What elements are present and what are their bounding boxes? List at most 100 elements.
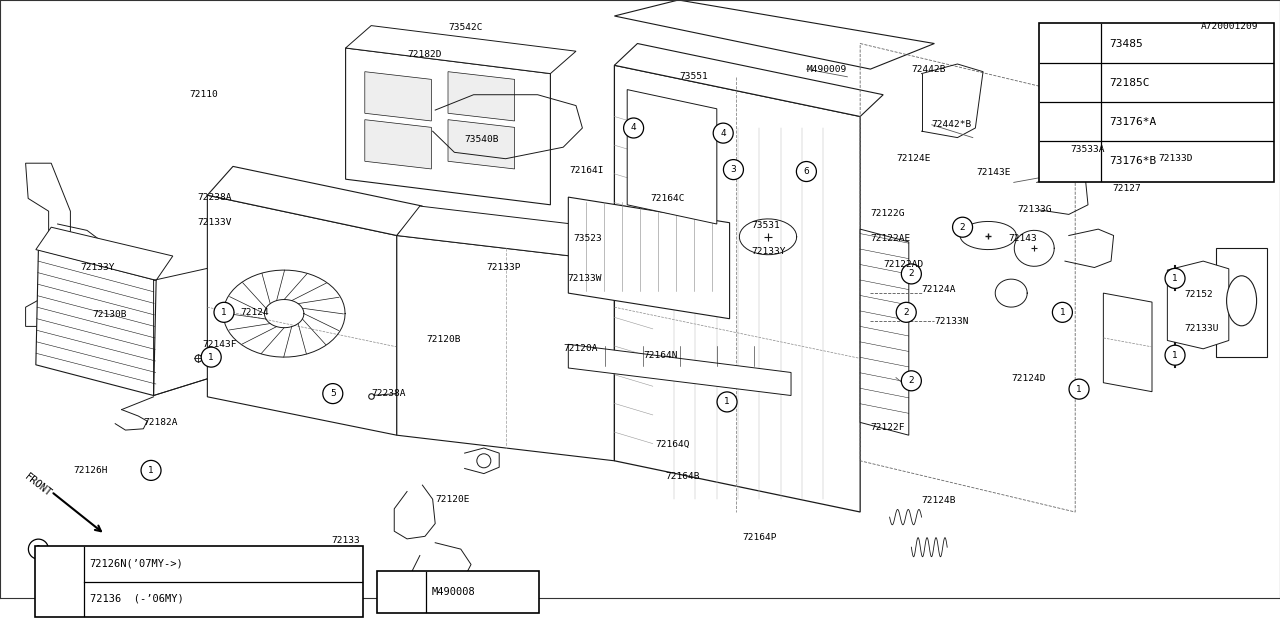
Polygon shape [207, 166, 422, 236]
Polygon shape [1167, 261, 1229, 349]
Text: 1: 1 [1172, 274, 1178, 283]
Text: 72185C: 72185C [1110, 78, 1149, 88]
Polygon shape [1103, 293, 1152, 392]
Text: 1: 1 [36, 545, 41, 554]
Text: 1: 1 [148, 466, 154, 475]
Circle shape [623, 118, 644, 138]
Polygon shape [614, 44, 883, 116]
Circle shape [1061, 34, 1080, 54]
Circle shape [1061, 151, 1080, 171]
Text: 5: 5 [330, 389, 335, 398]
Text: 72442B: 72442B [911, 65, 946, 74]
Text: 72164B: 72164B [666, 472, 700, 481]
Text: 72133G: 72133G [1018, 205, 1052, 214]
Polygon shape [397, 206, 637, 261]
Text: 72143E: 72143E [977, 168, 1011, 177]
Text: 2: 2 [909, 376, 914, 385]
Text: 1: 1 [1076, 385, 1082, 394]
Ellipse shape [1226, 276, 1257, 326]
Text: 72442*B: 72442*B [932, 120, 972, 129]
Text: 72124B: 72124B [922, 496, 956, 505]
Circle shape [28, 539, 49, 559]
Text: 6: 6 [804, 167, 809, 176]
Circle shape [201, 347, 221, 367]
Circle shape [717, 392, 737, 412]
Circle shape [796, 161, 817, 182]
Text: 72126H: 72126H [73, 466, 108, 475]
Text: 6: 6 [398, 587, 403, 597]
Circle shape [447, 576, 462, 592]
Text: 3: 3 [731, 165, 736, 174]
Text: 1: 1 [724, 397, 730, 406]
Text: 72133N: 72133N [934, 317, 969, 326]
Text: 72124D: 72124D [1011, 374, 1046, 383]
Circle shape [1061, 73, 1080, 93]
Text: M490009: M490009 [806, 65, 846, 74]
Text: 72133V: 72133V [197, 218, 232, 227]
Circle shape [49, 572, 69, 592]
Circle shape [141, 460, 161, 481]
Circle shape [896, 302, 916, 323]
Text: 72120E: 72120E [435, 495, 470, 504]
Text: 72164P: 72164P [742, 533, 777, 542]
Text: FRONT: FRONT [23, 472, 54, 499]
Polygon shape [614, 0, 934, 69]
Text: 72133P: 72133P [486, 263, 521, 272]
Polygon shape [1216, 248, 1267, 357]
Text: 1: 1 [1068, 39, 1074, 49]
Circle shape [477, 454, 490, 468]
Polygon shape [860, 229, 909, 435]
Text: 73176*B: 73176*B [1110, 156, 1157, 166]
Circle shape [1069, 379, 1089, 399]
Text: 72127: 72127 [1112, 184, 1140, 193]
Polygon shape [448, 72, 515, 121]
Text: 72120A: 72120A [563, 344, 598, 353]
Text: 4: 4 [1068, 156, 1074, 166]
Text: 72124A: 72124A [922, 285, 956, 294]
Text: 72122G: 72122G [870, 209, 905, 218]
Circle shape [323, 383, 343, 404]
Circle shape [214, 302, 234, 323]
Text: 72124E: 72124E [896, 154, 931, 163]
Circle shape [1065, 113, 1085, 134]
Text: 72164I: 72164I [570, 166, 604, 175]
Text: 72133Y: 72133Y [81, 263, 115, 272]
Text: 72143: 72143 [1009, 234, 1037, 243]
Polygon shape [26, 163, 70, 326]
Polygon shape [36, 227, 173, 280]
Text: 72122F: 72122F [870, 423, 905, 432]
Text: 1: 1 [1073, 119, 1078, 128]
Text: 72164N: 72164N [644, 351, 678, 360]
Text: 72133D: 72133D [1158, 154, 1193, 163]
Text: 1: 1 [1053, 143, 1059, 152]
Polygon shape [207, 195, 397, 435]
Polygon shape [365, 120, 431, 169]
Text: 72182A: 72182A [143, 418, 178, 427]
Text: 73176*A: 73176*A [1110, 117, 1157, 127]
Text: 72122AE: 72122AE [870, 234, 910, 243]
Text: 72136  (-’06MY): 72136 (-’06MY) [90, 593, 183, 604]
Text: 72164Q: 72164Q [655, 440, 690, 449]
Text: 73531: 73531 [751, 221, 780, 230]
Text: 72126N(’07MY->): 72126N(’07MY->) [90, 559, 183, 569]
Text: 3: 3 [1068, 117, 1074, 127]
Text: M490008: M490008 [431, 587, 475, 597]
Text: 72124: 72124 [241, 308, 269, 317]
Circle shape [952, 217, 973, 237]
Text: 72110: 72110 [189, 90, 218, 99]
FancyBboxPatch shape [1039, 23, 1274, 182]
Circle shape [1052, 302, 1073, 323]
Text: 72238A: 72238A [197, 193, 232, 202]
Text: 1: 1 [209, 353, 214, 362]
Text: 72122AD: 72122AD [883, 260, 923, 269]
Text: 4: 4 [631, 124, 636, 132]
Text: 73533A: 73533A [1070, 145, 1105, 154]
Circle shape [1061, 112, 1080, 132]
Polygon shape [568, 344, 791, 396]
Text: 72164C: 72164C [650, 194, 685, 203]
Circle shape [1046, 137, 1066, 157]
FancyBboxPatch shape [35, 546, 364, 618]
Text: 73542C: 73542C [448, 23, 483, 32]
Circle shape [713, 123, 733, 143]
Text: 72133: 72133 [332, 536, 360, 545]
